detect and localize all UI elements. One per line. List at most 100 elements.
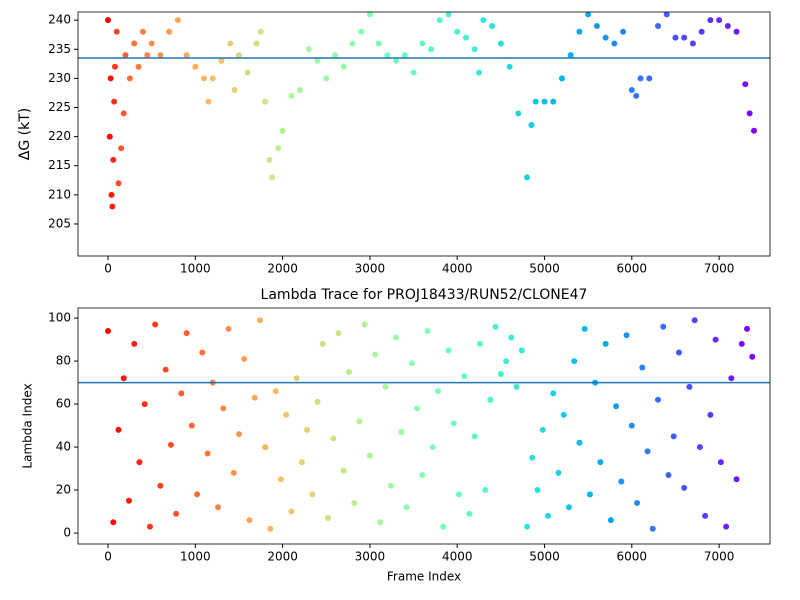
point: [455, 491, 462, 498]
x-tick-label: 7000: [704, 262, 735, 276]
point: [550, 98, 557, 105]
point: [251, 394, 258, 401]
point: [297, 87, 304, 94]
point: [188, 422, 195, 429]
point: [335, 330, 342, 337]
point: [215, 504, 222, 511]
point: [110, 156, 117, 163]
point: [515, 110, 522, 117]
point: [174, 17, 181, 24]
point: [503, 358, 510, 365]
point: [414, 405, 421, 412]
point: [445, 12, 452, 18]
point: [628, 422, 635, 429]
x-axis-label: Frame Index: [387, 570, 461, 584]
point: [403, 504, 410, 511]
point: [749, 353, 756, 360]
point: [506, 63, 513, 70]
x-tick-label: 4000: [442, 262, 473, 276]
point: [738, 340, 745, 347]
y-tick-label: 60: [56, 397, 71, 411]
point: [597, 459, 604, 466]
point: [428, 46, 435, 53]
point: [670, 433, 677, 440]
x-tick-label: 5000: [529, 262, 560, 276]
point: [349, 40, 356, 47]
point: [115, 180, 122, 187]
point: [744, 325, 751, 332]
point: [602, 340, 609, 347]
point: [323, 75, 330, 82]
x-tick-label: 7000: [704, 550, 735, 564]
y-axis-label: ΔG (kT): [17, 108, 33, 160]
point: [201, 75, 208, 82]
point: [716, 17, 723, 24]
point: [681, 484, 688, 491]
point: [751, 127, 758, 134]
point: [166, 28, 173, 35]
point: [733, 476, 740, 483]
point: [192, 63, 199, 70]
point: [314, 57, 321, 64]
point: [387, 482, 394, 489]
axes-frame: [77, 11, 771, 257]
point: [492, 323, 499, 330]
point: [487, 396, 494, 403]
point: [384, 52, 391, 59]
point: [675, 349, 682, 356]
point: [120, 375, 127, 382]
point: [110, 519, 117, 526]
point: [375, 40, 382, 47]
point: [108, 191, 115, 198]
point: [712, 336, 719, 343]
point: [724, 22, 731, 29]
point: [440, 523, 447, 530]
point: [665, 472, 672, 479]
axes-frame: [77, 307, 771, 545]
point: [401, 52, 408, 59]
point: [351, 499, 358, 506]
point: [304, 426, 311, 433]
point: [628, 87, 635, 94]
y-tick-label: 240: [48, 13, 71, 27]
point: [377, 519, 384, 526]
point: [534, 487, 541, 494]
point: [419, 472, 426, 479]
x-tick-label: 4000: [442, 550, 473, 564]
point: [230, 469, 237, 476]
point: [148, 40, 155, 47]
point: [332, 52, 339, 59]
point: [125, 497, 132, 504]
point: [691, 317, 698, 324]
y-tick-label: 80: [56, 354, 71, 368]
point: [106, 133, 113, 140]
point: [262, 444, 269, 451]
point: [454, 28, 461, 35]
x-tick-label: 1000: [180, 550, 211, 564]
point: [319, 340, 326, 347]
point: [471, 46, 478, 53]
x-tick-label: 3000: [355, 262, 386, 276]
point: [646, 75, 653, 82]
y-tick-label: 0: [63, 526, 71, 540]
point: [424, 327, 431, 334]
point: [272, 388, 279, 395]
point: [105, 17, 112, 24]
point: [358, 28, 365, 35]
point: [686, 383, 693, 390]
y-axis-label: Lambda Index: [21, 383, 35, 468]
point: [309, 491, 316, 498]
y-tick-label: 205: [48, 216, 71, 230]
point: [345, 368, 352, 375]
point: [571, 358, 578, 365]
point: [107, 75, 114, 82]
point: [436, 17, 443, 24]
point: [246, 517, 253, 524]
point: [529, 454, 536, 461]
point: [141, 401, 148, 408]
y-tick-label: 220: [48, 129, 71, 143]
point: [581, 325, 588, 332]
point: [560, 411, 567, 418]
point: [644, 448, 651, 455]
y-tick-label: 40: [56, 440, 71, 454]
